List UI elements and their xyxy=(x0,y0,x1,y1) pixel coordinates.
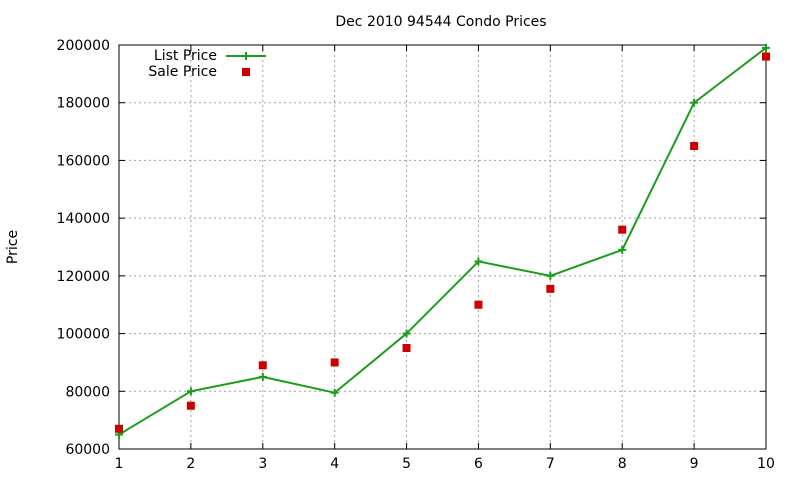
y-tick-label: 60000 xyxy=(65,442,110,458)
legend-label-sale-price: Sale Price xyxy=(148,64,217,80)
y-tick-label: 100000 xyxy=(57,327,110,343)
y-tick-label: 120000 xyxy=(57,269,110,285)
list-price-point xyxy=(474,257,483,266)
list-price-point xyxy=(186,387,195,396)
sale-price-point xyxy=(402,344,411,352)
sale-price-point xyxy=(186,401,195,410)
plot-frame xyxy=(118,44,767,450)
x-tick-label: 1 xyxy=(115,456,124,472)
x-tick-label: 9 xyxy=(690,456,699,472)
sale-price-point xyxy=(618,225,627,234)
series-layer xyxy=(115,43,770,439)
axis-ticks: 1 2 3 4 5 6 7 8 9 10 60000 80000 100000 120000 140000 1… xyxy=(57,38,775,472)
list-price-point xyxy=(330,388,339,397)
series-list-price xyxy=(115,43,770,439)
x-tick-label: 4 xyxy=(330,456,339,472)
legend-marker-list-price xyxy=(242,52,250,60)
y-tick-label: 160000 xyxy=(57,153,110,169)
y-tick-label: 140000 xyxy=(57,211,110,227)
x-tick-label: 3 xyxy=(258,456,267,472)
sale-price-point xyxy=(115,424,123,433)
list-price-point xyxy=(258,372,267,381)
series-sale-price xyxy=(115,52,770,433)
sale-price-point xyxy=(330,358,339,367)
legend-marker-sale-price xyxy=(242,68,250,76)
grid-lines xyxy=(119,45,766,449)
list-price-point xyxy=(618,245,627,254)
x-tick-label: 6 xyxy=(474,456,483,472)
list-price-point xyxy=(546,271,555,280)
x-tick-label: 5 xyxy=(402,456,411,472)
list-price-point xyxy=(402,329,411,338)
y-axis-label: Price xyxy=(5,230,21,264)
x-tick-label: 7 xyxy=(546,456,555,472)
x-tick-label: 2 xyxy=(186,456,195,472)
y-tick-label: 80000 xyxy=(65,384,110,400)
list-price-line xyxy=(118,47,767,436)
chart-title: Dec 2010 94544 Condo Prices xyxy=(335,14,546,30)
legend-label-list-price: List Price xyxy=(154,48,217,64)
list-price-point xyxy=(762,43,770,52)
sale-price-point xyxy=(690,142,699,150)
x-tick-label: 10 xyxy=(757,456,775,472)
y-tick-label: 200000 xyxy=(57,38,110,54)
x-tick-label: 8 xyxy=(618,456,627,472)
sale-price-point xyxy=(546,284,555,293)
list-price-point xyxy=(690,98,699,107)
sale-price-point xyxy=(762,52,770,61)
sale-price-point xyxy=(258,361,267,370)
y-tick-label: 180000 xyxy=(57,96,110,112)
sale-price-point xyxy=(474,300,483,309)
